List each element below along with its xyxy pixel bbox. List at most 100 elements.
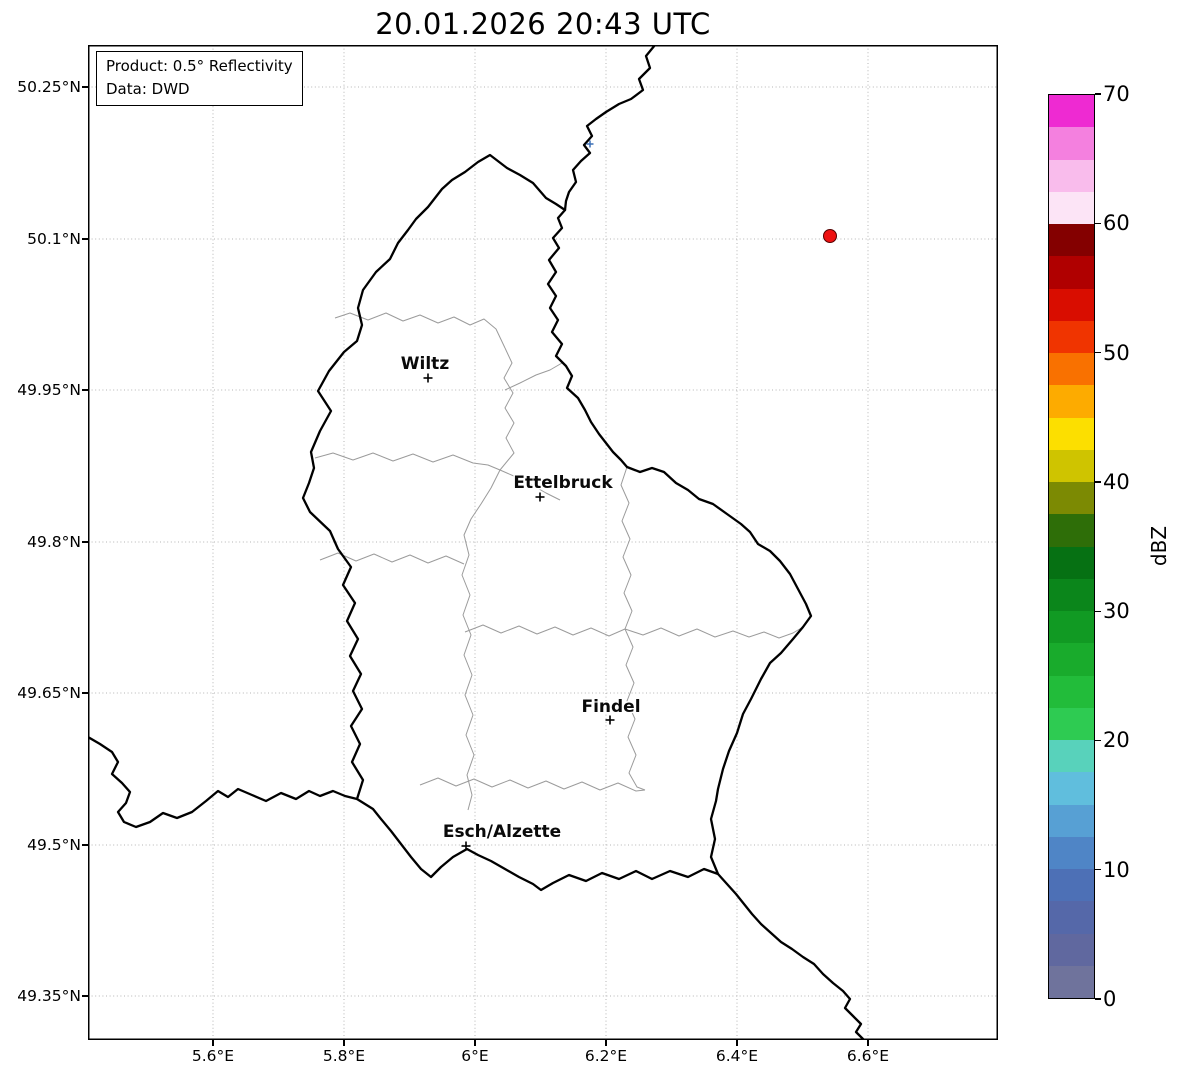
colorbar-segment [1049,611,1094,644]
colorbar-tick-label: 60 [1103,211,1130,236]
x-tick-label: 5.8°E [322,1047,366,1065]
border-southwest [88,735,359,829]
canton-border [334,312,506,349]
colorbar-tick-mark [1095,351,1101,354]
y-tick-label: 49.5°N [27,836,81,854]
y-tick-mark [82,389,88,391]
colorbar-segment [1049,869,1094,902]
map-plot-area: Wiltz Ettelbruck Findel Esch/Alzette [88,45,998,1040]
y-tick-label: 49.8°N [27,533,81,551]
radar-echo-dot [823,229,837,243]
canton-border [504,362,563,391]
canton-border [499,347,515,471]
colorbar-unit-label: dBZ [1147,525,1171,567]
x-tick-label: 6.4°E [715,1047,759,1065]
country-borders [88,45,866,1040]
colorbar-segment [1049,449,1094,482]
colorbar-segment [1049,514,1094,547]
city-marker: Wiltz [399,353,451,383]
colorbar-tick-label: 10 [1103,857,1130,882]
colorbar-tick-mark [1095,610,1101,612]
x-tick-mark [343,1040,345,1046]
colorbar-segment [1049,224,1094,257]
colorbar-segment [1049,901,1094,934]
x-tick-mark [212,1040,214,1046]
canton-borders [314,312,804,811]
colorbar-segment [1049,127,1094,160]
colorbar-segment [1049,740,1094,773]
colorbar-segment [1049,95,1094,128]
colorbar-segment [1049,707,1094,740]
colorbar-segment [1049,578,1094,611]
colorbar-segment [1049,256,1094,289]
x-tick-label: 6.6°E [846,1047,890,1065]
city-label: Ettelbruck [513,473,613,493]
y-tick-mark [82,541,88,543]
colorbar-tick-mark [1095,481,1101,483]
colorbar-segment [1049,675,1094,708]
colorbar-segment [1049,965,1094,998]
colorbar-segment [1049,353,1094,386]
canton-border [499,469,561,501]
colorbar-segment [1049,385,1094,418]
colorbar-segment [1049,482,1094,515]
city-marker: Findel [580,696,642,725]
colorbar-tick-label: 20 [1103,728,1130,753]
colorbar-segment [1049,643,1094,676]
colorbar-segment [1049,933,1094,966]
canton-border [464,624,804,639]
colorbar-tick-label: 30 [1103,599,1130,624]
colorbar-tick-mark [1095,998,1101,1000]
colorbar-segment [1049,191,1094,224]
x-tick-mark [867,1040,869,1046]
product-info-line2: Data: DWD [106,79,190,98]
canton-border [620,466,646,791]
y-tick-mark [82,844,88,846]
canton-border [314,452,501,471]
city-label: Wiltz [401,354,450,374]
x-tick-mark [736,1040,738,1046]
y-tick-mark [82,995,88,997]
colorbar-segment [1049,772,1094,805]
city-label: Findel [581,697,640,717]
colorbar-segment [1049,159,1094,192]
y-tick-mark [82,238,88,240]
x-tick-mark [474,1040,476,1046]
colorbar-segment [1049,320,1094,353]
colorbar-segment [1049,804,1094,837]
plot-frame [88,45,998,1040]
y-tick-mark [82,86,88,88]
colorbar-tick-label: 70 [1103,82,1130,106]
map-markers: Wiltz Ettelbruck Findel Esch/Alzette [399,140,837,851]
city-marker: Ettelbruck [512,472,615,502]
colorbar-tick-label: 0 [1103,987,1117,1011]
colorbar-tick-mark [1095,222,1101,224]
colorbar-segment [1049,417,1094,450]
figure-title: 20.01.2026 20:43 UTC [375,7,711,41]
x-tick-label: 6°E [461,1047,489,1065]
x-tick-mark [605,1040,607,1046]
colorbar-tick-label: 40 [1103,469,1130,494]
product-info-line1: Product: 0.5° Reflectivity [106,57,293,75]
luxembourg-border [301,153,813,892]
y-tick-mark [82,692,88,694]
x-tick-label: 5.6°E [191,1047,235,1065]
y-tick-label: 50.25°N [17,78,81,96]
city-marker: Esch/Alzette [441,821,563,851]
colorbar-tick-mark [1095,739,1101,742]
x-tick-label: 6.2°E [584,1047,628,1065]
colorbar-segment [1049,288,1094,321]
canton-border [461,469,501,811]
colorbar-segment [1049,836,1094,869]
y-tick-label: 49.95°N [17,381,81,399]
reflectivity-colorbar [1048,94,1095,999]
border-north [563,45,657,212]
colorbar-tick-label: 50 [1103,340,1130,365]
colorbar-segment [1049,546,1094,579]
y-tick-label: 49.65°N [17,684,81,702]
colorbar-tick-mark [1095,869,1101,871]
border-southeast [716,872,866,1040]
y-tick-label: 49.35°N [17,987,81,1005]
canton-border [419,777,646,792]
